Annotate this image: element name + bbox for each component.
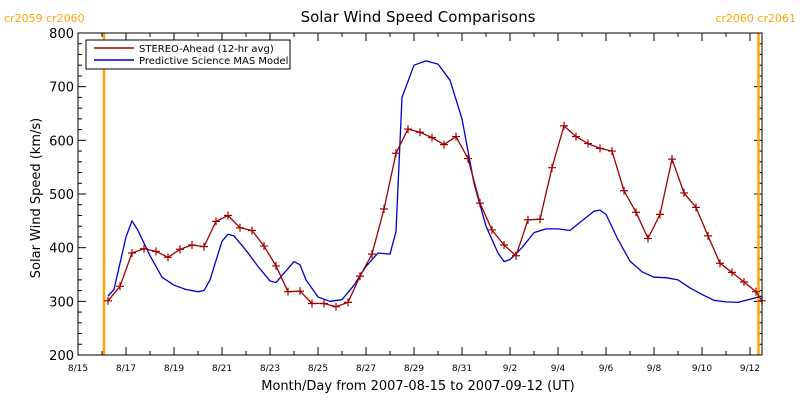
carrington-marker-label: cr2059 cr2060	[4, 12, 85, 25]
data-point-marker	[728, 268, 736, 277]
data-point-marker	[560, 121, 568, 130]
data-point-marker	[440, 140, 448, 149]
x-tick-label: 9/12	[740, 364, 760, 374]
y-tick-label: 500	[49, 188, 74, 203]
data-point-marker	[680, 188, 688, 197]
x-tick-label: 8/27	[356, 364, 376, 374]
data-point-marker	[224, 211, 232, 220]
axis-ticks: 200 300 400 500 600 700 800 8/15 8/17 8/19 8/21 8/2…	[49, 27, 762, 374]
plot-frame	[77, 32, 763, 356]
data-point-marker	[152, 247, 160, 256]
data-point-marker	[476, 199, 484, 208]
data-point-marker	[716, 259, 724, 268]
data-point-marker	[668, 155, 676, 164]
y-tick-label: 600	[49, 134, 74, 149]
data-point-marker	[212, 217, 220, 226]
x-tick-label: 9/10	[692, 364, 712, 374]
data-point-marker	[368, 250, 376, 259]
data-point-marker	[692, 203, 700, 212]
data-point-marker	[344, 298, 352, 307]
x-tick-label: 9/6	[599, 364, 614, 374]
legend-box	[85, 39, 291, 70]
x-tick-label: 9/2	[503, 364, 517, 374]
data-point-marker	[752, 287, 760, 296]
data-point-marker	[116, 282, 124, 291]
data-point-marker	[236, 223, 244, 232]
x-tick-label: 8/25	[308, 364, 328, 374]
data-point-marker	[164, 253, 172, 262]
data-point-marker	[380, 205, 388, 214]
data-point-marker	[548, 163, 556, 172]
data-point-marker	[416, 128, 424, 137]
data-point-marker	[284, 287, 292, 296]
data-point-marker	[740, 278, 748, 287]
y-axis-label: Solar Wind Speed (km/s)	[29, 118, 44, 278]
x-tick-label: 8/23	[260, 364, 280, 374]
y-tick-label: 200	[49, 349, 74, 364]
y-tick-label: 800	[49, 27, 74, 42]
data-point-marker	[572, 132, 580, 141]
data-point-marker	[260, 242, 268, 251]
data-point-marker	[272, 261, 280, 270]
data-point-marker	[524, 215, 532, 224]
data-point-marker	[428, 133, 436, 142]
data-point-marker	[596, 144, 604, 153]
series-lines	[104, 60, 766, 311]
data-point-marker	[536, 215, 544, 224]
data-point-marker	[188, 240, 196, 249]
x-tick-label: 8/29	[404, 364, 424, 374]
data-point-marker	[500, 240, 508, 249]
data-point-marker	[488, 225, 496, 234]
data-point-marker	[140, 244, 148, 253]
data-point-marker	[296, 287, 304, 296]
chart-title: Solar Wind Speed Comparisons	[301, 8, 536, 26]
data-point-marker	[308, 299, 316, 308]
data-point-marker	[464, 154, 472, 163]
data-point-marker	[128, 249, 136, 258]
x-tick-label: 8/15	[68, 364, 88, 374]
series-line-stereo-ahead	[107, 125, 763, 308]
y-tick-label: 700	[49, 81, 74, 96]
data-point-marker	[584, 139, 592, 148]
x-tick-label: 9/4	[551, 364, 566, 374]
data-point-marker	[320, 299, 328, 308]
data-point-marker	[512, 251, 520, 260]
data-point-marker	[704, 231, 712, 240]
x-tick-label: 8/31	[452, 364, 472, 374]
data-point-marker	[332, 302, 340, 311]
series-line-mas-model	[107, 60, 763, 304]
data-point-marker	[620, 186, 628, 195]
data-point-marker	[632, 208, 640, 217]
legend: STEREO-Ahead (12-hr avg) Predictive Scie…	[85, 39, 291, 70]
data-point-marker	[356, 272, 364, 281]
x-tick-label: 9/8	[647, 364, 662, 374]
y-tick-label: 400	[49, 242, 74, 257]
x-axis-label: Month/Day from 2007-08-15 to 2007-09-12 …	[261, 379, 574, 394]
data-point-marker	[452, 132, 460, 141]
data-point-marker	[176, 245, 184, 254]
data-point-marker	[248, 226, 256, 235]
legend-mas-label: Predictive Science MAS Model	[139, 56, 288, 67]
x-tick-label: 8/17	[116, 364, 136, 374]
data-point-marker	[608, 147, 616, 156]
data-point-marker	[644, 234, 652, 243]
carrington-marker-label: cr2060 cr2061	[715, 12, 796, 25]
x-tick-label: 8/21	[212, 364, 232, 374]
data-point-marker	[104, 296, 112, 305]
y-tick-label: 300	[49, 295, 74, 310]
legend-stereo-label: STEREO-Ahead (12-hr avg)	[139, 44, 274, 55]
data-point-marker	[656, 210, 664, 219]
x-tick-label: 8/19	[164, 364, 184, 374]
data-point-marker	[200, 242, 208, 251]
data-point-marker	[392, 149, 400, 158]
data-point-marker	[404, 125, 412, 134]
